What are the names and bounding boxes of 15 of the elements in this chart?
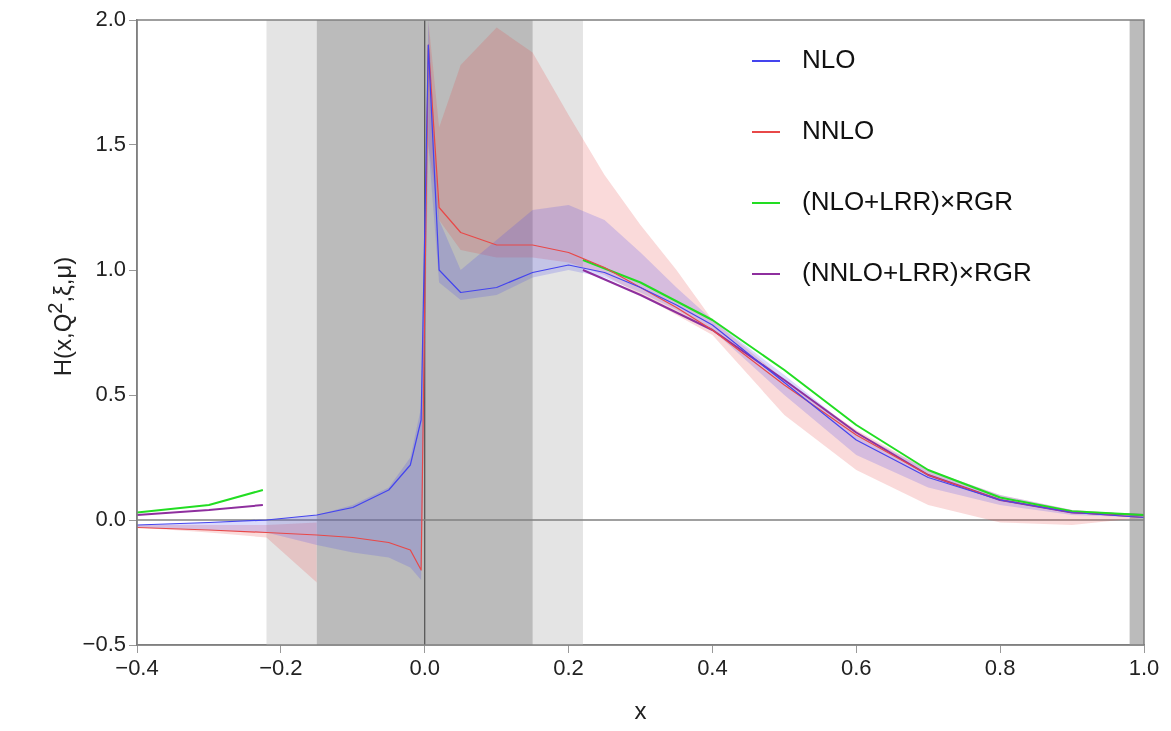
- y-tick-label: 2.0: [95, 6, 126, 32]
- x-axis-title: x: [634, 697, 647, 725]
- y-tick-label: 1.0: [95, 256, 126, 282]
- x-tick-label: 1.0: [1128, 655, 1160, 681]
- y-tick-label: 0.5: [95, 381, 126, 407]
- x-tick-label: −0.2: [259, 655, 303, 681]
- x-tick-label: 0.4: [697, 655, 728, 681]
- y-tick-label: 0.0: [95, 506, 126, 532]
- x-tick-label: −0.4: [115, 655, 159, 681]
- y-tick-label: 1.5: [95, 131, 126, 157]
- y-tick-label: −0.5: [82, 631, 126, 657]
- x-tick-label: 0.2: [553, 655, 584, 681]
- x-tick-label: 0.6: [840, 655, 872, 681]
- x-tick-label: 0.8: [984, 655, 1016, 681]
- x-tick-label: 0.0: [409, 655, 441, 681]
